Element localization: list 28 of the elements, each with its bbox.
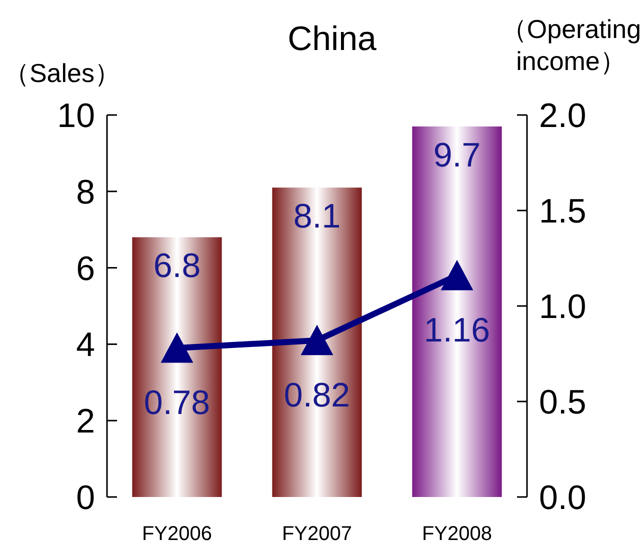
data-label: 6.8 [153,247,201,286]
data-label: 1.16 [424,311,490,350]
chart-title: China [288,20,377,58]
data-label: 8.1 [293,198,341,236]
y2-axis-title: （Operating income） [500,14,641,76]
point [441,260,473,290]
y2-tick-label: 1.0 [539,288,586,326]
point [301,326,333,356]
data-label: 0.82 [284,376,350,414]
x-tick-label: FY2008 [422,523,492,545]
y-tick-label: 0 [76,479,95,517]
bar [132,237,222,497]
x-tick-label: FY2007 [282,523,352,545]
bar [412,126,502,497]
point [161,333,193,363]
y-tick-label: 2 [76,402,95,441]
y-axis-title: （Sales） [3,58,121,88]
y-tick-label: 8 [76,173,95,212]
y-tick-label: 4 [76,326,95,364]
y-tick-label: 10 [57,97,95,135]
y2-tick-label: 1.5 [539,192,586,230]
y-tick-label: 6 [76,250,95,288]
y2-tick-label: 2.0 [539,97,586,135]
data-label: 9.7 [433,136,481,174]
y2-tick-label: 0.5 [539,384,586,422]
data-label: 0.78 [144,384,210,422]
y2-tick-label: 0.0 [539,479,586,517]
x-tick-label: FY2006 [142,523,212,545]
